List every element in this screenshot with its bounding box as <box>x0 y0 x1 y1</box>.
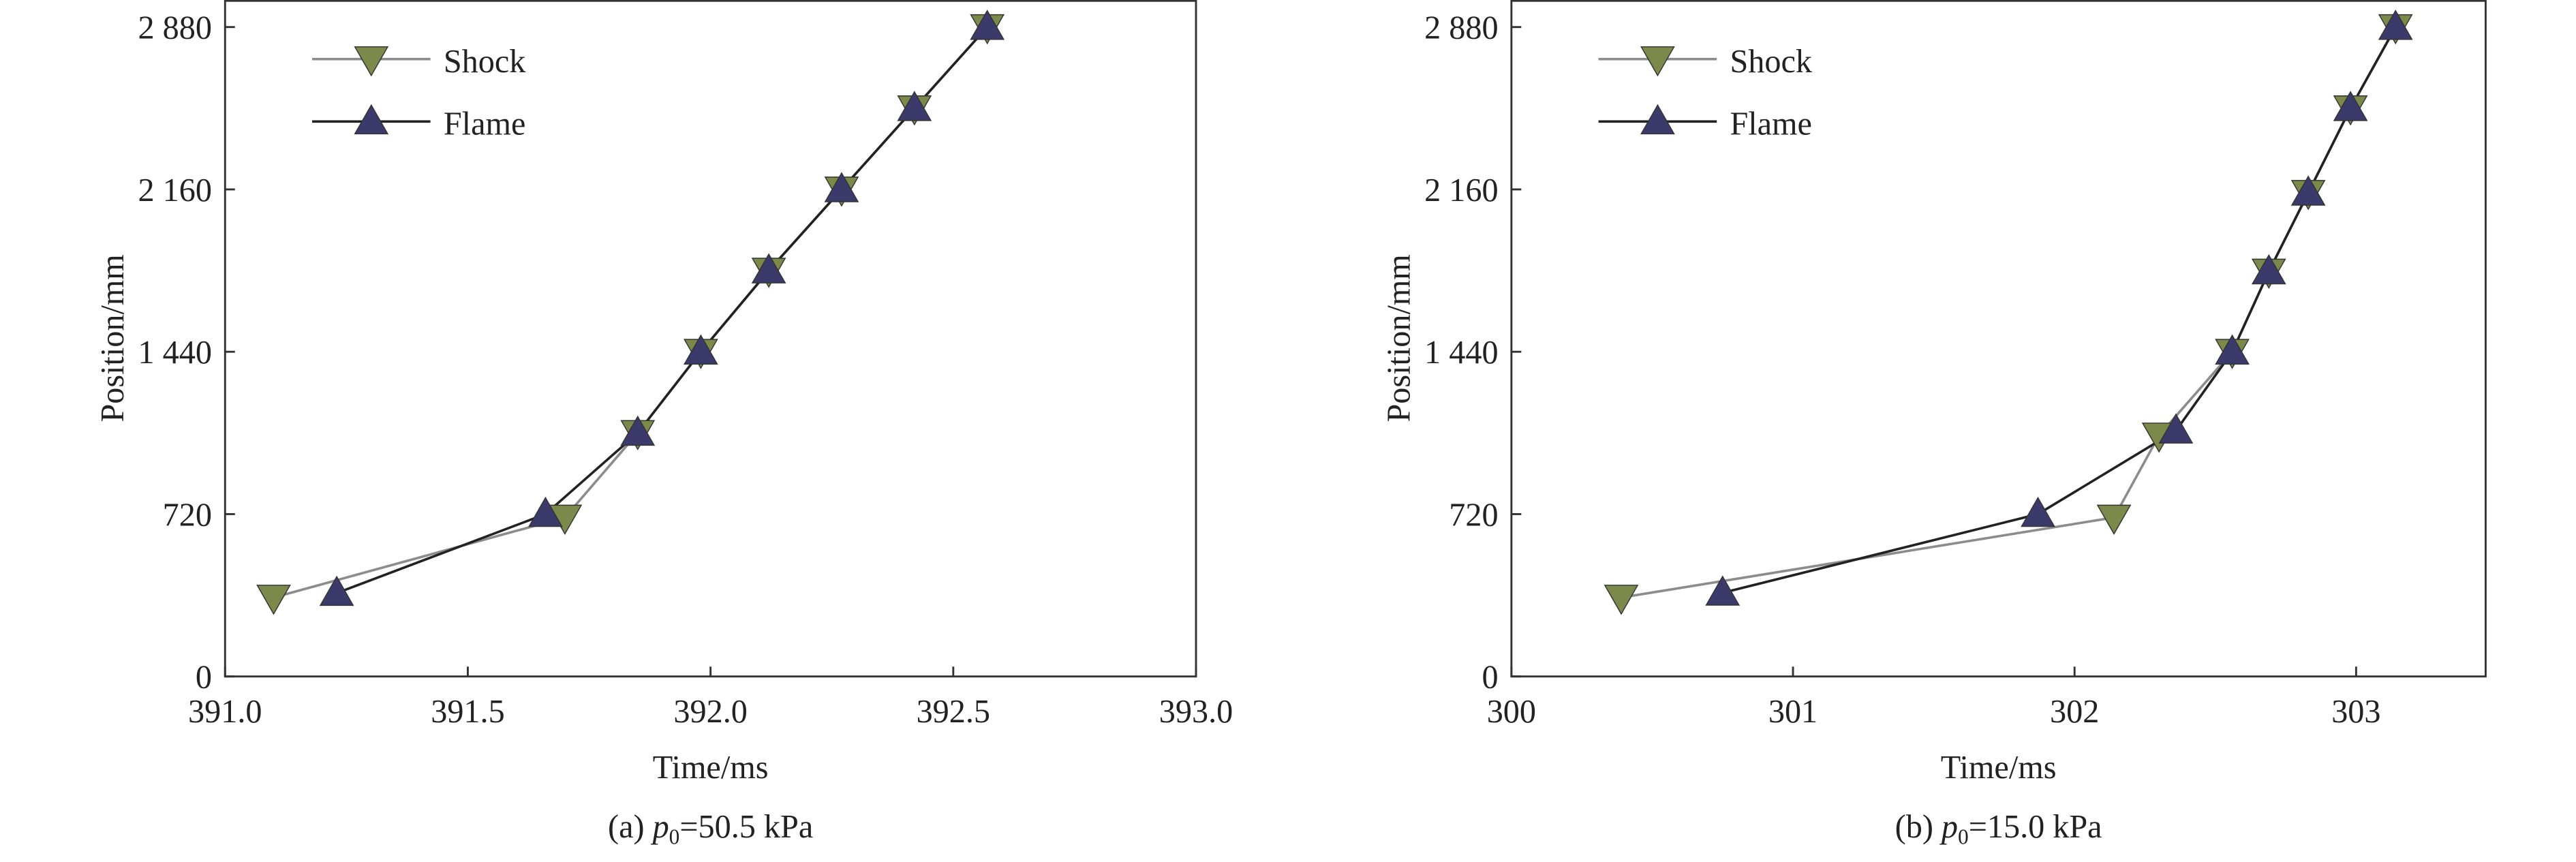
x-axis-label: Time/ms <box>653 750 769 786</box>
marker <box>2251 253 2286 285</box>
legend-label: Flame <box>1730 106 1811 142</box>
y-tick-label: 1 440 <box>138 335 212 371</box>
x-tick-label: 392.0 <box>673 694 747 730</box>
x-tick-label: 301 <box>1768 694 1818 730</box>
marker <box>2333 91 2368 121</box>
marker <box>2096 504 2132 535</box>
x-tick-label: 391.0 <box>188 694 262 730</box>
legend-marker <box>1640 46 1675 77</box>
plot-frame <box>1510 0 2487 678</box>
caption: (b) p0=15.0 kPa <box>1895 809 2102 849</box>
legend-marker <box>1640 104 1675 135</box>
marker <box>970 10 1005 40</box>
x-axis-label: Time/ms <box>1941 750 2057 786</box>
legend-label: Shock <box>444 44 526 80</box>
series-line <box>1722 26 2397 594</box>
y-tick-label: 2 160 <box>138 172 212 209</box>
marker <box>256 585 291 615</box>
marker <box>2158 413 2194 444</box>
y-tick-label: 2 880 <box>1424 10 1498 46</box>
caption-suffix: =50.5 kPa <box>679 809 813 845</box>
y-axis-label: Position/mm <box>1381 254 1417 422</box>
caption-suffix: =15.0 kPa <box>1969 809 2102 845</box>
caption-variable: p <box>651 809 669 845</box>
series-line <box>273 26 989 599</box>
marker <box>2215 334 2250 365</box>
y-tick-label: 0 <box>1482 660 1498 696</box>
y-axis-label: Position/mm <box>95 254 131 422</box>
legend-label: Flame <box>444 106 525 142</box>
marker <box>1604 585 1639 615</box>
y-tick-label: 2 880 <box>138 10 212 46</box>
marker <box>684 334 718 365</box>
x-tick-label: 393.0 <box>1159 694 1233 730</box>
caption-variable: p <box>1939 809 1958 845</box>
legend-marker <box>354 46 389 77</box>
x-tick-label: 392.5 <box>917 694 990 730</box>
x-tick-label: 302 <box>2050 694 2099 730</box>
y-tick-label: 720 <box>1449 497 1498 533</box>
y-tick-label: 1 440 <box>1424 335 1498 371</box>
y-tick-label: 720 <box>163 497 212 533</box>
series-line <box>336 26 989 594</box>
marker <box>1705 575 1741 606</box>
caption-subscript: 0 <box>1958 825 1969 849</box>
marker <box>897 91 932 121</box>
caption-prefix: (a) <box>608 809 653 845</box>
caption-subscript: 0 <box>669 825 680 849</box>
y-tick-label: 0 <box>196 660 212 696</box>
caption-prefix: (b) <box>1895 809 1942 845</box>
x-tick-label: 391.5 <box>431 694 504 730</box>
marker <box>751 253 786 283</box>
marker <box>2290 175 2326 206</box>
legend-label: Shock <box>1730 44 1812 80</box>
y-tick-label: 2 160 <box>1424 172 1498 209</box>
marker <box>319 575 354 606</box>
marker <box>2021 496 2055 527</box>
marker <box>528 496 563 527</box>
caption: (a) p0=50.5 kPa <box>608 809 813 849</box>
marker <box>2378 10 2413 40</box>
x-tick-label: 300 <box>1487 694 1536 730</box>
x-tick-label: 303 <box>2331 694 2380 730</box>
marker <box>824 172 859 202</box>
legend-marker <box>354 104 389 135</box>
marker <box>620 415 656 446</box>
